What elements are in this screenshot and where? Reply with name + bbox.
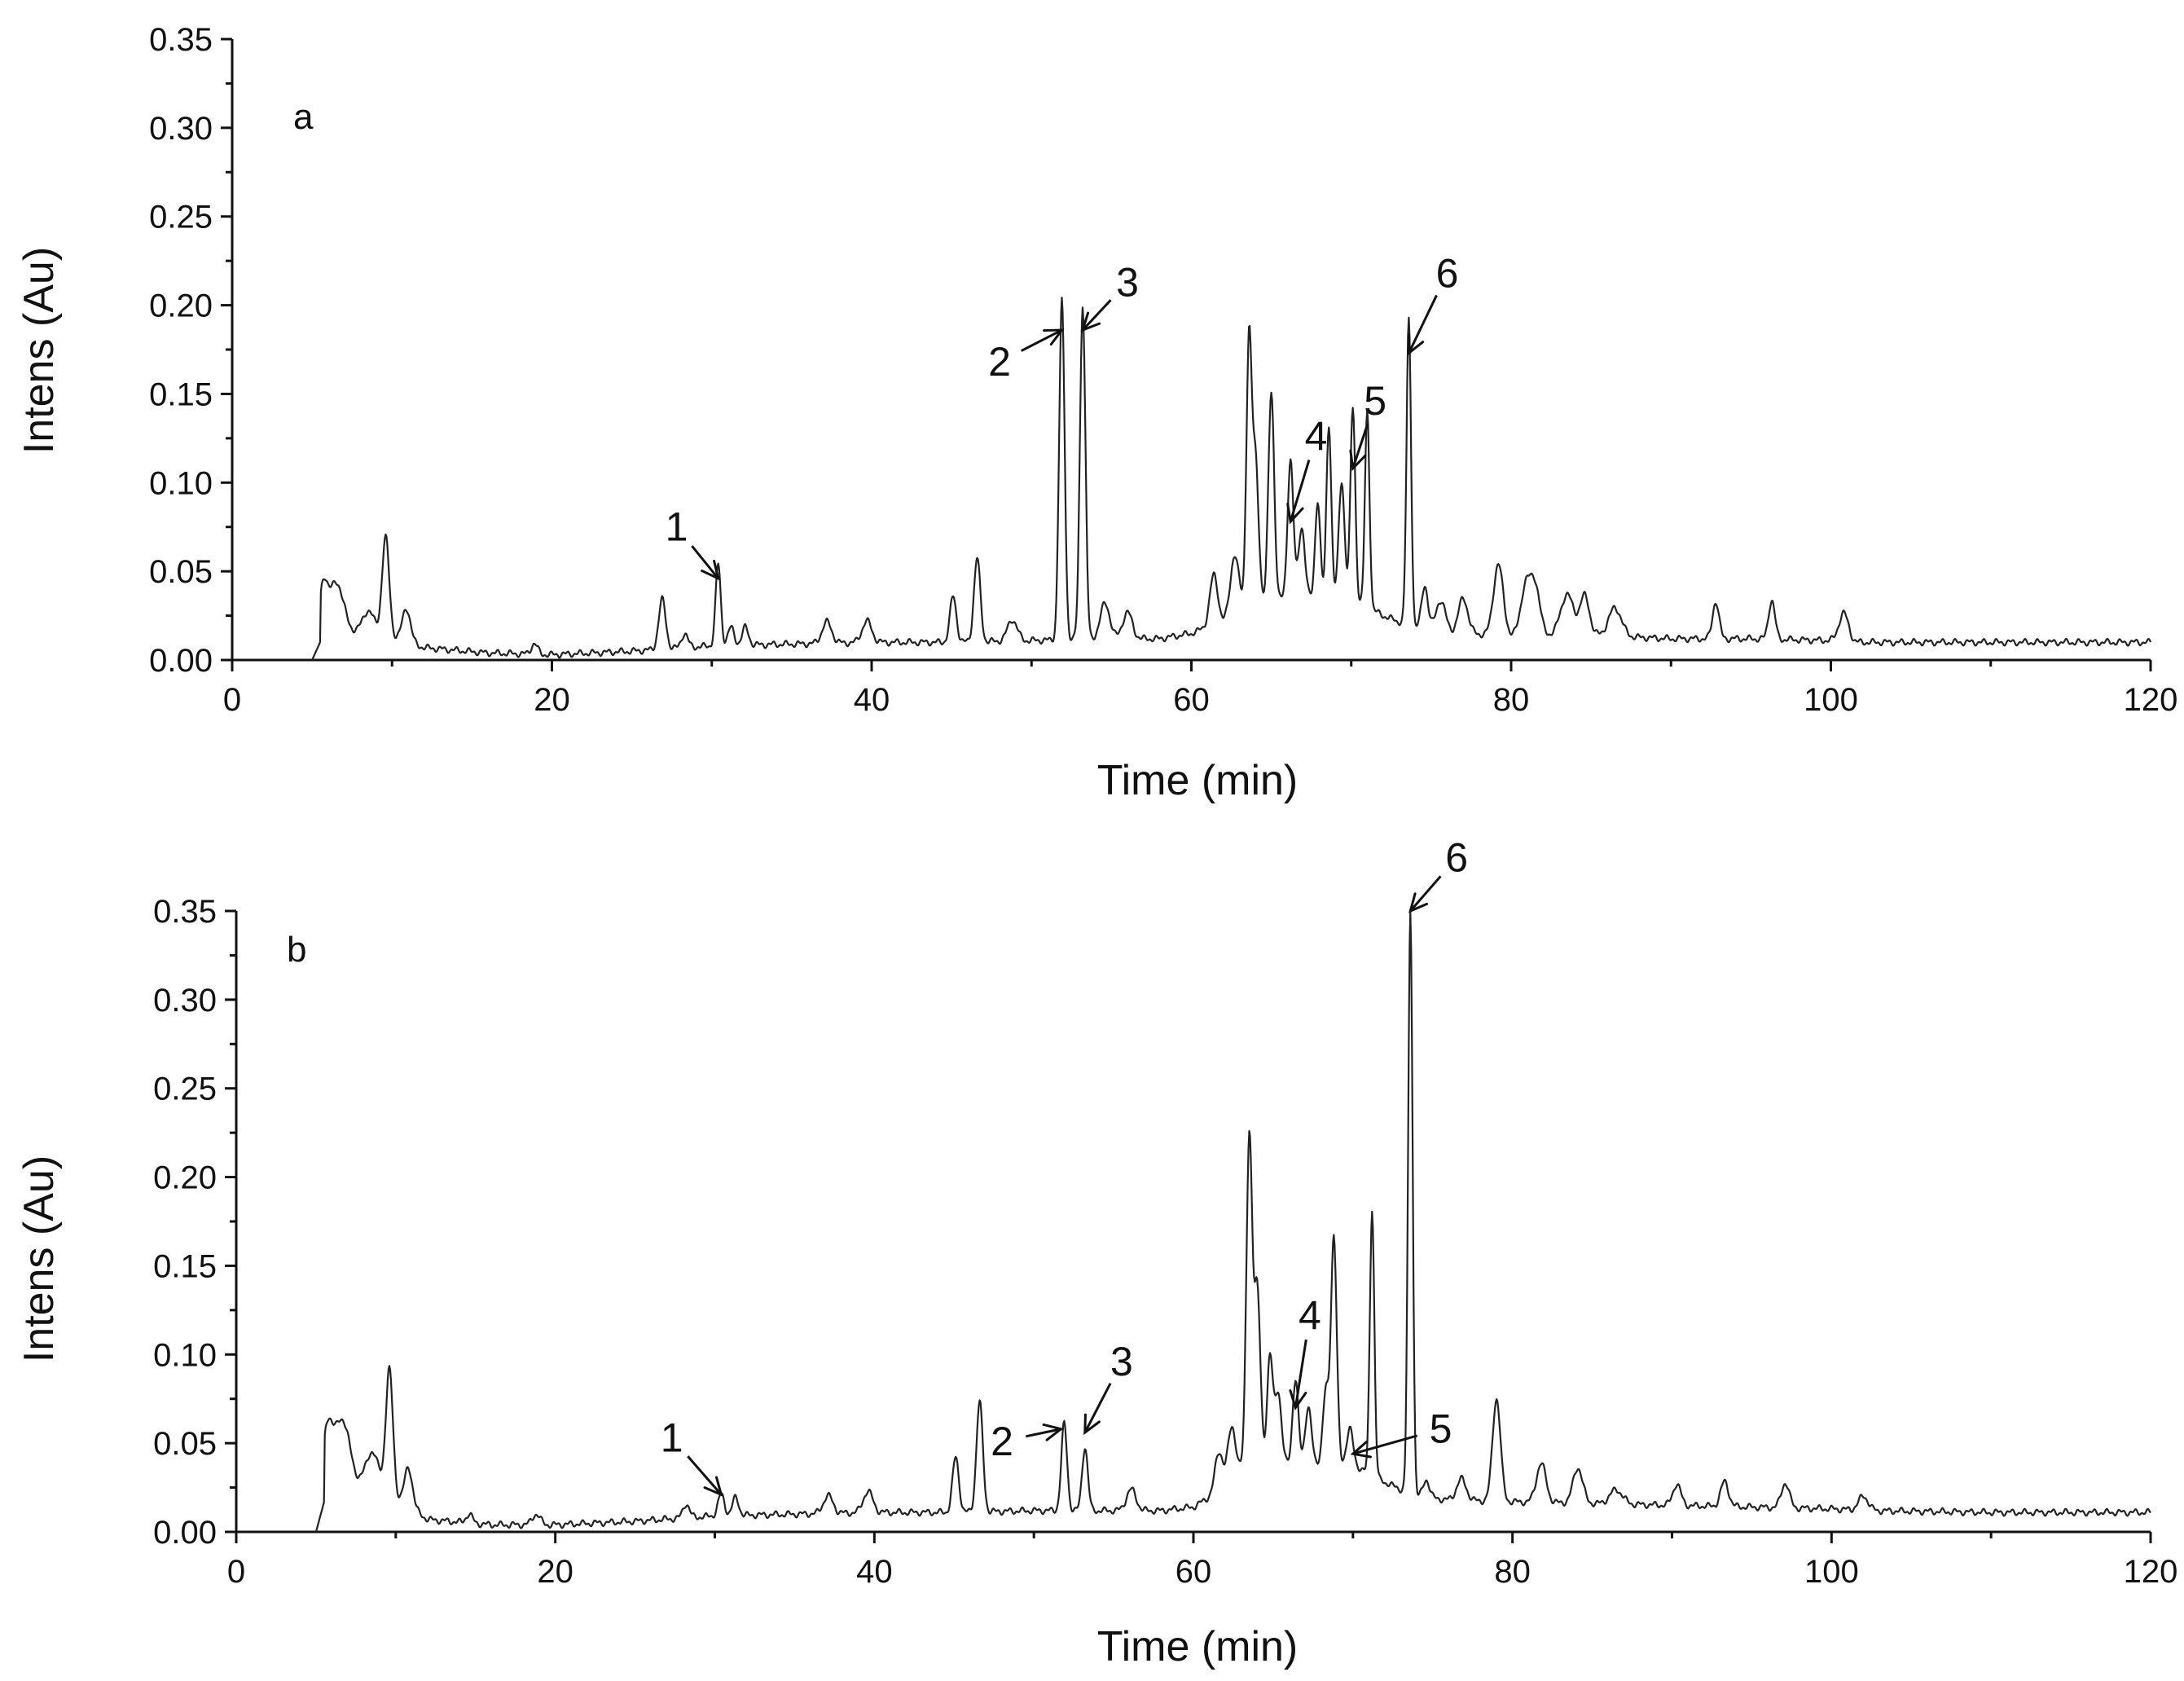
peak-label-3: 3 [1110,1339,1133,1384]
x-tick-label: 60 [1175,1554,1212,1590]
peak-label-4: 4 [1305,414,1328,460]
y-tick-label: 0.25 [149,200,213,235]
x-tick-label: 20 [537,1554,573,1590]
y-axis-title-a: Intens (Au) [15,247,63,454]
peak-arrow-4 [1289,459,1311,522]
peak-arrow-3 [1083,1382,1112,1433]
chromatogram-trace [314,910,2151,1533]
peak-label-6: 6 [1436,250,1459,296]
y-tick-label: 0.15 [149,376,213,412]
peak-label-4: 4 [1299,1292,1321,1338]
peak-arrow-6 [1409,875,1442,912]
peak-arrow-4 [1294,1339,1307,1408]
x-tick-label: 0 [227,1554,245,1590]
peak-arrow-head-1 [703,1476,723,1497]
y-tick-label: 0.10 [149,465,213,501]
y-tick-label: 0.00 [153,1515,217,1551]
peak-arrow-5 [1352,1434,1418,1455]
y-tick-label: 0.20 [149,288,213,324]
x-tick-label: 80 [1494,1554,1531,1590]
peak-arrow-head-5 [1350,1441,1373,1459]
peak-arrow-2 [1021,328,1063,352]
y-tick-label: 0.05 [153,1426,217,1462]
peak-arrow-head-4 [1289,1389,1307,1411]
x-tick-label: 120 [2124,1554,2178,1590]
y-tick-label: 0.15 [153,1248,217,1284]
peak-label-3: 3 [1116,259,1139,305]
peak-arrow-2 [1026,1428,1061,1438]
x-axis-title-a: Time (min) [1097,757,1299,804]
y-tick-label: 0.00 [149,643,213,679]
peak-label-2: 2 [988,339,1011,385]
chart-panel-b: Intens (Au) Time (min) b 0.00 0.05 0.10 0.1… [15,835,2177,1670]
chart-panel-a: Intens (Au) Time (min) a 0.00 0.05 0.10 0.1… [15,22,2177,804]
x-axis-title-b: Time (min) [1097,1623,1299,1670]
peak-arrow-1 [691,545,719,579]
chromatogram-trace [311,297,2152,661]
x-tick-label: 120 [2124,682,2178,718]
peak-arrow-head-6 [1408,892,1429,913]
x-tick-label: 20 [534,682,570,718]
peak-label-2: 2 [991,1419,1013,1464]
peak-arrow-head-3 [1083,1413,1101,1436]
peak-label-5: 5 [1430,1406,1452,1452]
y-tick-label: 0.30 [153,983,217,1019]
panel-letter-b: b [287,930,306,970]
panel-letter-a: a [293,97,314,137]
y-tick-label: 0.20 [153,1160,217,1196]
peak-arrow-head-2 [1043,328,1065,346]
y-tick-label: 0.10 [153,1337,217,1373]
peak-arrow-head-1 [701,559,720,581]
x-tick-label: 80 [1493,682,1530,718]
peak-arrow-5 [1351,424,1369,469]
peak-label-5: 5 [1364,378,1386,424]
peak-arrow-head-3 [1080,311,1101,332]
peak-label-1: 1 [661,1415,683,1461]
peak-arrow-head-5 [1349,449,1367,472]
y-tick-label: 0.25 [153,1072,217,1107]
peak-arrow-head-6 [1407,333,1425,356]
x-tick-label: 40 [854,682,890,718]
y-tick-label: 0.05 [149,554,213,590]
x-tick-label: 40 [856,1554,893,1590]
peak-label-1: 1 [666,504,688,550]
x-tick-label: 60 [1173,682,1210,718]
peak-arrow-1 [687,1455,723,1496]
x-tick-label: 100 [1804,1554,1859,1590]
y-tick-label: 0.35 [153,894,217,930]
y-axis-title-b: Intens (Au) [15,1155,63,1362]
peak-arrow-head-4 [1286,502,1304,525]
x-tick-label: 100 [1804,682,1858,718]
peak-arrow-head-2 [1042,1423,1064,1441]
x-tick-label: 0 [223,682,241,718]
peak-arrow-6 [1408,294,1438,354]
peak-label-6: 6 [1445,835,1468,881]
y-tick-label: 0.30 [149,111,213,147]
y-tick-label: 0.35 [149,22,213,58]
peak-arrow-3 [1081,299,1112,332]
